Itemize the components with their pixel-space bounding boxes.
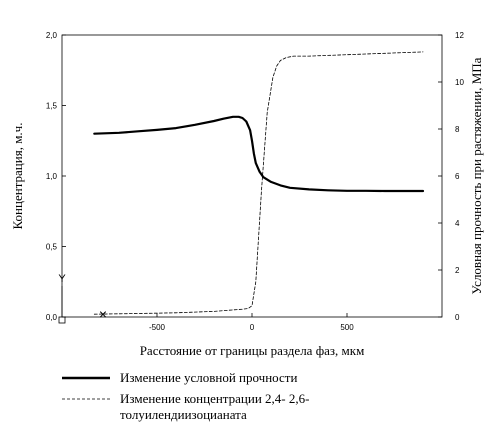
x-axis-ticks: -500 0 500 bbox=[149, 313, 354, 332]
x-tick-label: -500 bbox=[149, 323, 166, 332]
y-tick-label: 1,5 bbox=[46, 102, 58, 111]
start-cross-marker: × bbox=[99, 306, 107, 322]
origin-marker bbox=[58, 316, 66, 324]
y2-axis-ticks: 0 2 4 6 8 10 12 bbox=[438, 31, 464, 322]
x-axis-title: Расстояние от границы раздела фаз, мкм bbox=[140, 343, 365, 358]
x-tick-label: 500 bbox=[340, 323, 354, 332]
legend-label-concentration-line2: толуилендиизоцианата bbox=[120, 407, 247, 422]
y2-axis-title: Условная прочность при растяжении, МПа bbox=[469, 57, 484, 294]
y2-tick-label: 4 bbox=[455, 219, 460, 228]
y2-tick-label: 8 bbox=[455, 125, 460, 134]
series-line-strength bbox=[93, 115, 425, 193]
y2-tick-label: 12 bbox=[455, 31, 464, 40]
series-line-concentration bbox=[93, 51, 424, 315]
legend-label-strength: Изменение условной прочности bbox=[120, 370, 297, 385]
y2-tick-label: 10 bbox=[455, 78, 464, 87]
y-tick-label: 2,0 bbox=[46, 31, 58, 40]
legend-label-concentration-line1: Изменение концентрации 2,4- 2,6- bbox=[120, 391, 309, 406]
y2-tick-label: 6 bbox=[455, 172, 460, 181]
plot-frame bbox=[61, 34, 443, 318]
x-tick-label: 0 bbox=[250, 323, 255, 332]
y-axis-ticks: 0,0 0,5 1,0 1,5 2,0 bbox=[46, 31, 66, 322]
series-layer bbox=[93, 51, 425, 315]
legend: Изменение условной прочности Изменение к… bbox=[62, 370, 309, 422]
y2-tick-label: 2 bbox=[455, 266, 460, 275]
y-tick-label: 1,0 bbox=[46, 172, 58, 181]
y-tick-label: 0,5 bbox=[46, 243, 58, 252]
y2-tick-label: 0 bbox=[455, 313, 460, 322]
y-tick-label: 0,0 bbox=[46, 313, 58, 322]
y-axis-title: Концентрация, м.ч. bbox=[10, 123, 25, 230]
y-axis-marker-letter: Y bbox=[58, 273, 66, 285]
